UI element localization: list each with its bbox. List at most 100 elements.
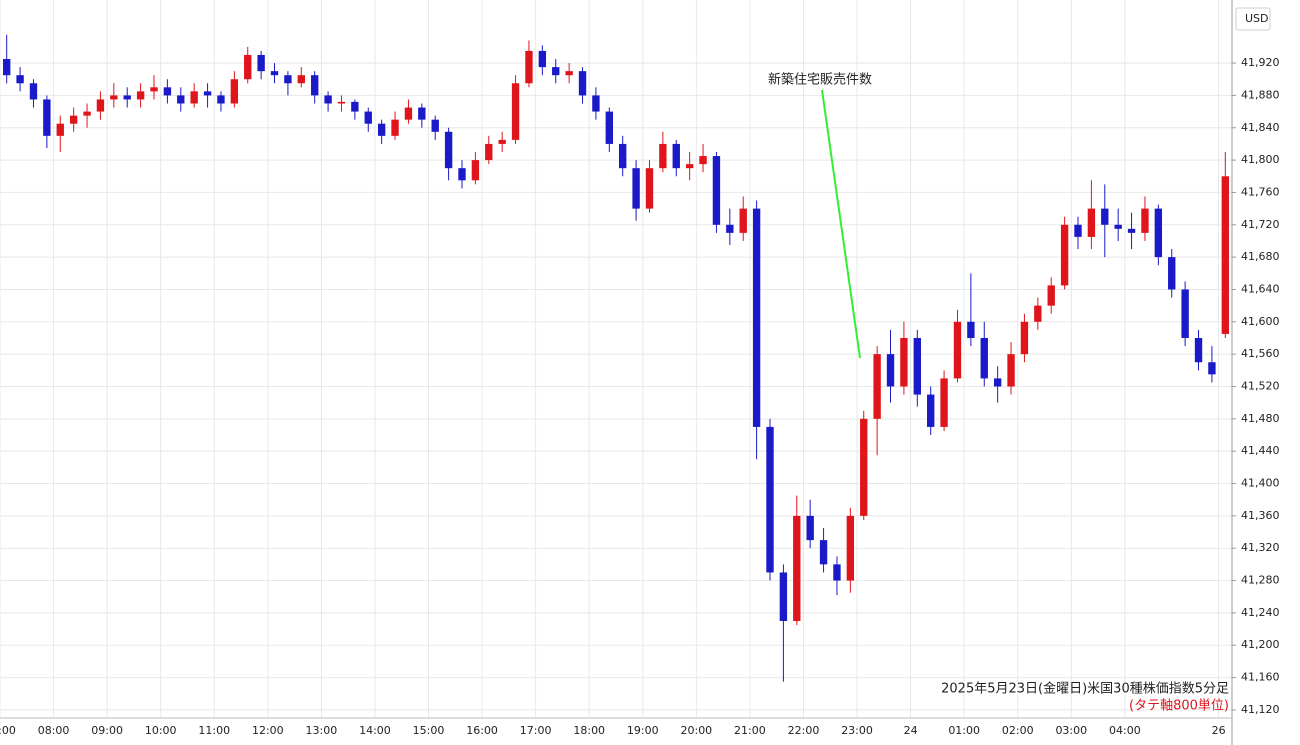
candle-body bbox=[953, 321, 962, 379]
y-tick-label: 41,760 bbox=[1241, 185, 1280, 198]
x-tick-label: 04:00 bbox=[1109, 724, 1141, 737]
candle-body bbox=[337, 101, 346, 104]
x-tick-label: 19:00 bbox=[627, 724, 659, 737]
candle-body bbox=[752, 208, 761, 427]
candle-body bbox=[29, 83, 38, 100]
candle-body bbox=[672, 143, 680, 169]
y-tick-label: 41,320 bbox=[1241, 541, 1280, 554]
candle-body bbox=[444, 131, 453, 169]
annotation: 新築住宅販売件数 bbox=[768, 72, 872, 88]
y-tick-label: 41,160 bbox=[1241, 671, 1280, 684]
candle-body bbox=[739, 208, 747, 233]
candle-body bbox=[270, 71, 279, 76]
x-tick-label: 10:00 bbox=[145, 724, 177, 737]
candle-body bbox=[645, 168, 654, 209]
y-tick-label: 41,600 bbox=[1241, 315, 1280, 328]
candle-body bbox=[136, 91, 145, 100]
x-tick-label: 22:00 bbox=[788, 724, 820, 737]
candle-body bbox=[967, 321, 975, 338]
x-tick-label: 12:00 bbox=[252, 724, 284, 737]
candle-body bbox=[284, 75, 292, 84]
candle-body bbox=[659, 143, 667, 169]
x-tick-label: 16:00 bbox=[466, 724, 498, 737]
candle-body bbox=[1181, 289, 1189, 338]
candle-body bbox=[1020, 321, 1029, 355]
y-tick-label: 41,360 bbox=[1241, 509, 1280, 522]
x-tick-label: 17:00 bbox=[520, 724, 552, 737]
currency: USD bbox=[1245, 12, 1269, 25]
x-tick-label: 24 bbox=[904, 724, 918, 737]
y-tick-label: 41,880 bbox=[1241, 88, 1280, 101]
y-tick-label: 41,680 bbox=[1241, 250, 1280, 263]
candle-body bbox=[632, 168, 640, 209]
candle-body bbox=[873, 354, 881, 419]
candle-body bbox=[203, 91, 212, 96]
candle-body bbox=[177, 95, 185, 104]
candle-body bbox=[779, 572, 788, 621]
y-tick-label: 41,720 bbox=[1241, 218, 1280, 231]
candle-body bbox=[150, 87, 158, 92]
candle-body bbox=[69, 115, 78, 124]
candle-body bbox=[230, 79, 239, 104]
candle-body bbox=[311, 75, 319, 96]
candle-body bbox=[860, 418, 868, 516]
candle-body bbox=[699, 156, 707, 165]
candle-body bbox=[886, 354, 895, 387]
annotation-line bbox=[821, 89, 861, 359]
candle-body bbox=[726, 224, 734, 233]
candle-body bbox=[1194, 337, 1203, 363]
candle-body bbox=[123, 95, 131, 100]
candle-body bbox=[377, 123, 386, 136]
candle-body bbox=[43, 99, 51, 136]
candle-body bbox=[712, 156, 721, 225]
candle-body bbox=[297, 75, 305, 84]
y-tick-label: 41,280 bbox=[1241, 574, 1280, 587]
candle-body bbox=[913, 337, 921, 395]
candle-body bbox=[364, 111, 372, 124]
candle-body bbox=[1141, 208, 1149, 233]
currency-box[interactable] bbox=[1235, 7, 1271, 31]
candle-body bbox=[940, 378, 948, 427]
candle-body bbox=[525, 50, 533, 84]
candle-body bbox=[1060, 224, 1069, 286]
x-tick-label: 20:00 bbox=[680, 724, 712, 737]
candle-body bbox=[83, 111, 91, 116]
candle-body bbox=[538, 50, 547, 68]
x-tick-label: 15:00 bbox=[413, 724, 445, 737]
candle-body bbox=[846, 515, 855, 581]
y-tick-label: 41,480 bbox=[1241, 412, 1280, 425]
caption-note: (タテ軸800単位) bbox=[1129, 698, 1229, 714]
candles bbox=[3, 34, 1229, 682]
candle-body bbox=[431, 119, 439, 132]
candle-body bbox=[16, 75, 24, 84]
candle-body bbox=[324, 95, 332, 104]
candle-body bbox=[1034, 305, 1042, 322]
candle-body bbox=[592, 95, 600, 112]
x-tick-label: 01:00 bbox=[948, 724, 980, 737]
y-tick-label: 41,120 bbox=[1241, 703, 1280, 716]
x-tick-label: 21:00 bbox=[734, 724, 766, 737]
candle-body bbox=[1087, 208, 1096, 237]
candle-body bbox=[900, 337, 908, 387]
candle-body bbox=[806, 515, 814, 541]
x-tick-label: 18:00 bbox=[573, 724, 605, 737]
candle-body bbox=[927, 394, 935, 427]
y-tick-label: 41,200 bbox=[1241, 638, 1280, 651]
candle-body bbox=[1114, 224, 1122, 229]
candle-body bbox=[257, 54, 265, 72]
y-tick-label: 41,920 bbox=[1241, 56, 1280, 69]
x-tick-label: 13:00 bbox=[306, 724, 338, 737]
candle-body bbox=[471, 160, 480, 181]
candle-body bbox=[1074, 224, 1082, 237]
candle-body bbox=[605, 111, 613, 144]
candle-body bbox=[793, 515, 801, 621]
candle-body bbox=[217, 95, 225, 104]
x-tick-label: 07:00 bbox=[0, 724, 16, 737]
candle-body bbox=[458, 168, 466, 181]
x-tick-label: 09:00 bbox=[91, 724, 123, 737]
candle-body bbox=[190, 91, 198, 104]
x-tick-label: 11:00 bbox=[198, 724, 230, 737]
y-tick-label: 41,520 bbox=[1241, 379, 1280, 392]
